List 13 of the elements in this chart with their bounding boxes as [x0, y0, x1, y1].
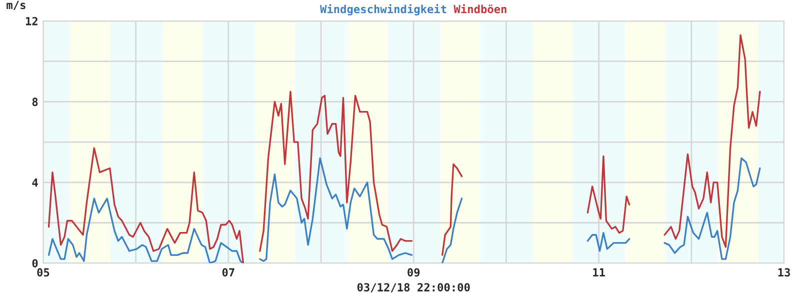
- y-tick-label: 8: [32, 98, 38, 106]
- y-tick-label: 0: [32, 259, 38, 268]
- text: Windböen: [454, 4, 506, 14]
- x-axis-title: 03/12/18 22:00:00: [357, 283, 470, 292]
- x-tick-label: 13: [778, 268, 790, 277]
- y-axis-title: m/s: [6, 0, 26, 10]
- text: Windgeschwindigkeit: [320, 4, 446, 16]
- y-tick-label: 4: [32, 178, 38, 187]
- x-tick-label: 05: [37, 268, 50, 277]
- y-tick-label: 12: [26, 16, 38, 26]
- x-tick-label: 11: [593, 268, 605, 276]
- x-tick-label: 09: [408, 268, 420, 277]
- x-tick-label: 07: [222, 268, 234, 277]
